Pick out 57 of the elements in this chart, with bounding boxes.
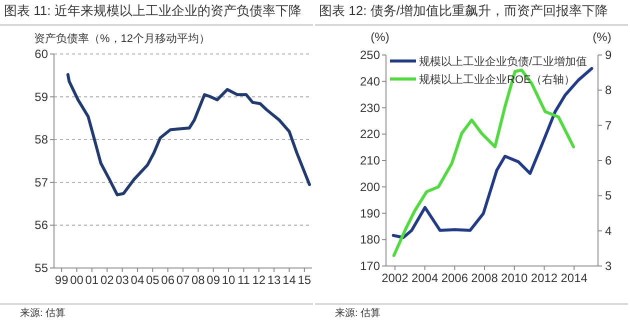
- line-series: [392, 66, 594, 240]
- y-tick-label: 200: [360, 180, 380, 194]
- x-tick-label: 00: [70, 273, 84, 287]
- x-tick-label: 2004: [411, 271, 438, 285]
- x-tick-label: 02: [100, 273, 114, 287]
- source-note: 来源: 估算: [335, 307, 381, 319]
- y-tick-label: 57: [34, 175, 48, 190]
- x-tick-label: 99: [54, 273, 69, 287]
- y2-tick-label: 7: [605, 118, 612, 132]
- y2-tick-label: 5: [605, 188, 612, 203]
- y2-tick-label: 9: [605, 48, 612, 62]
- x-tick-label: 14: [282, 273, 296, 287]
- x-tick-label: 03: [116, 273, 130, 287]
- y-tick-label: 59: [34, 90, 48, 104]
- x-tick-label: 2010: [501, 271, 528, 285]
- y-tick-label: 56: [34, 218, 48, 232]
- y-tick-label: 240: [360, 74, 380, 88]
- x-tick-label: 2006: [441, 271, 468, 285]
- y2-tick-label: 6: [605, 154, 612, 168]
- y2-tick-label: 8: [605, 83, 612, 98]
- x-tick-label: 01: [85, 273, 99, 287]
- y2-tick-label: 3: [605, 259, 612, 273]
- x-tick-label: 2008: [471, 271, 498, 285]
- x-tick-label: 06: [161, 273, 175, 287]
- chart-title: 图表 12: 债务/增加值比重飙升，而资产回报率下降: [319, 3, 608, 18]
- chart-title: 图表 11: 近年来规模以上工业企业的资产负债率下降: [4, 3, 302, 18]
- x-tick-label: 04: [130, 273, 144, 287]
- y-axis-title: (%): [370, 30, 390, 44]
- x-tick-label: 09: [206, 273, 220, 287]
- y-tick-label: 60: [34, 47, 48, 61]
- x-tick-label: 12: [252, 273, 266, 287]
- y-axis-title: 资产负债率（%，12个月移动平均）: [34, 32, 210, 45]
- y-tick-label: 58: [34, 132, 48, 147]
- y-tick-label: 190: [360, 206, 380, 220]
- y-tick-label: 230: [360, 100, 380, 115]
- x-tick-label: 05: [146, 273, 160, 287]
- y-tick-label: 250: [360, 48, 380, 62]
- line-series: [66, 73, 311, 196]
- x-tick-label: 11: [237, 273, 250, 287]
- y2-axis-title: (%): [592, 30, 612, 44]
- y2-tick-label: 4: [605, 224, 612, 238]
- x-tick-label: 13: [267, 273, 282, 287]
- legend-label: 规模以上工业企业负债/工业增加值: [419, 55, 588, 68]
- x-tick-label: 2002: [382, 271, 409, 285]
- x-tick-label: 07: [176, 273, 190, 287]
- x-tick-label: 2014: [560, 271, 588, 285]
- y-tick-label: 180: [360, 232, 380, 247]
- y-tick-label: 170: [360, 259, 380, 273]
- y-tick-label: 220: [360, 127, 380, 142]
- x-tick-label: 15: [298, 273, 312, 287]
- x-tick-label: 08: [191, 273, 206, 287]
- x-tick-label: 10: [222, 273, 236, 287]
- x-tick-label: 2012: [530, 271, 558, 285]
- source-note: 来源: 估算: [20, 307, 66, 319]
- line-series: [392, 68, 576, 257]
- y-tick-label: 55: [34, 261, 48, 275]
- y-tick-label: 210: [360, 154, 380, 168]
